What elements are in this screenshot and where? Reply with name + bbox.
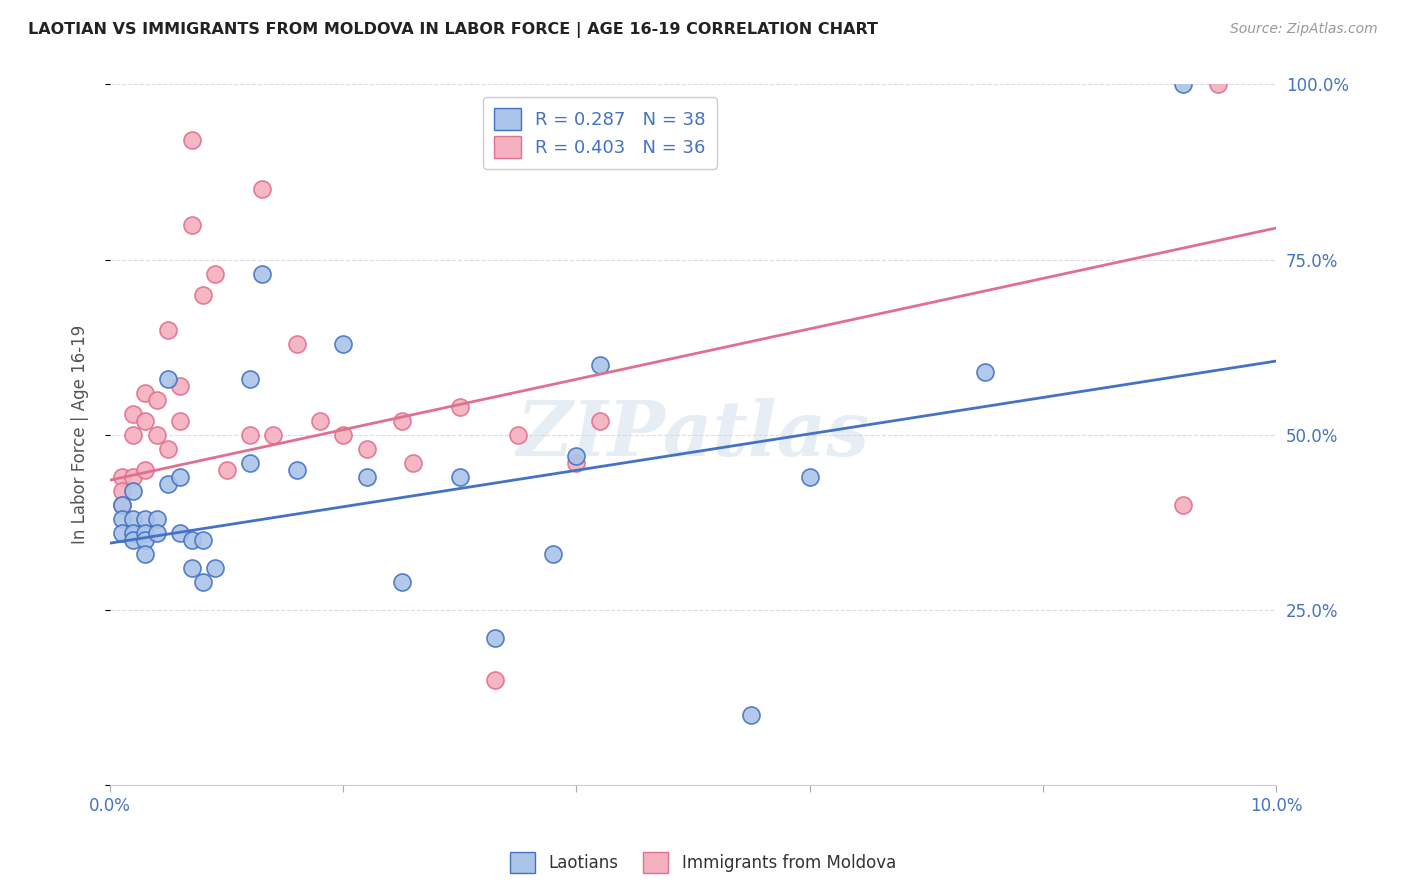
Text: LAOTIAN VS IMMIGRANTS FROM MOLDOVA IN LABOR FORCE | AGE 16-19 CORRELATION CHART: LAOTIAN VS IMMIGRANTS FROM MOLDOVA IN LA… xyxy=(28,22,879,38)
Text: ZIPatlas: ZIPatlas xyxy=(516,398,870,472)
Point xyxy=(122,483,145,498)
Point xyxy=(169,378,191,392)
Point xyxy=(332,336,354,351)
Point xyxy=(111,511,134,525)
Point xyxy=(262,427,284,442)
Point xyxy=(157,371,180,385)
Point xyxy=(1171,498,1194,512)
Point xyxy=(449,400,471,414)
Point xyxy=(134,525,156,540)
Point xyxy=(134,533,156,547)
Point xyxy=(111,469,134,483)
Point xyxy=(134,547,156,561)
Point xyxy=(391,574,413,589)
Legend: Laotians, Immigrants from Moldova: Laotians, Immigrants from Moldova xyxy=(503,846,903,880)
Point xyxy=(589,414,612,428)
Point xyxy=(122,533,145,547)
Point xyxy=(484,673,506,687)
Point xyxy=(565,456,588,470)
Point xyxy=(111,498,134,512)
Point xyxy=(111,483,134,498)
Point xyxy=(565,449,588,463)
Point xyxy=(145,511,167,525)
Point xyxy=(145,392,167,407)
Point xyxy=(589,358,612,372)
Point xyxy=(134,414,156,428)
Point xyxy=(215,462,238,476)
Y-axis label: In Labor Force | Age 16-19: In Labor Force | Age 16-19 xyxy=(72,325,89,544)
Point xyxy=(193,574,215,589)
Point xyxy=(111,525,134,540)
Point xyxy=(122,469,145,483)
Point xyxy=(239,371,262,385)
Point xyxy=(122,407,145,421)
Point xyxy=(1206,78,1229,92)
Point xyxy=(250,182,273,196)
Point xyxy=(157,322,180,336)
Point xyxy=(1171,78,1194,92)
Point xyxy=(204,267,226,281)
Point xyxy=(449,469,471,483)
Point xyxy=(484,631,506,645)
Point xyxy=(145,525,167,540)
Point xyxy=(285,462,308,476)
Point xyxy=(973,365,995,379)
Point xyxy=(239,456,262,470)
Point xyxy=(180,218,202,232)
Point xyxy=(169,525,191,540)
Point xyxy=(541,547,564,561)
Point xyxy=(356,442,378,456)
Point xyxy=(193,533,215,547)
Point xyxy=(180,560,202,574)
Point xyxy=(309,414,332,428)
Point xyxy=(169,469,191,483)
Point xyxy=(134,385,156,400)
Point xyxy=(145,427,167,442)
Point xyxy=(122,525,145,540)
Point xyxy=(391,414,413,428)
Point xyxy=(239,427,262,442)
Point xyxy=(250,267,273,281)
Point xyxy=(356,469,378,483)
Point xyxy=(402,456,425,470)
Point xyxy=(740,707,762,722)
Point xyxy=(111,498,134,512)
Point xyxy=(332,427,354,442)
Point xyxy=(157,442,180,456)
Point xyxy=(193,287,215,301)
Point xyxy=(180,533,202,547)
Legend: R = 0.287   N = 38, R = 0.403   N = 36: R = 0.287 N = 38, R = 0.403 N = 36 xyxy=(482,97,717,169)
Point xyxy=(157,476,180,491)
Point xyxy=(134,511,156,525)
Point xyxy=(134,462,156,476)
Point xyxy=(180,133,202,147)
Point xyxy=(204,560,226,574)
Point xyxy=(285,336,308,351)
Point xyxy=(122,427,145,442)
Point xyxy=(508,427,530,442)
Text: Source: ZipAtlas.com: Source: ZipAtlas.com xyxy=(1230,22,1378,37)
Point xyxy=(799,469,821,483)
Point xyxy=(122,511,145,525)
Point xyxy=(169,414,191,428)
